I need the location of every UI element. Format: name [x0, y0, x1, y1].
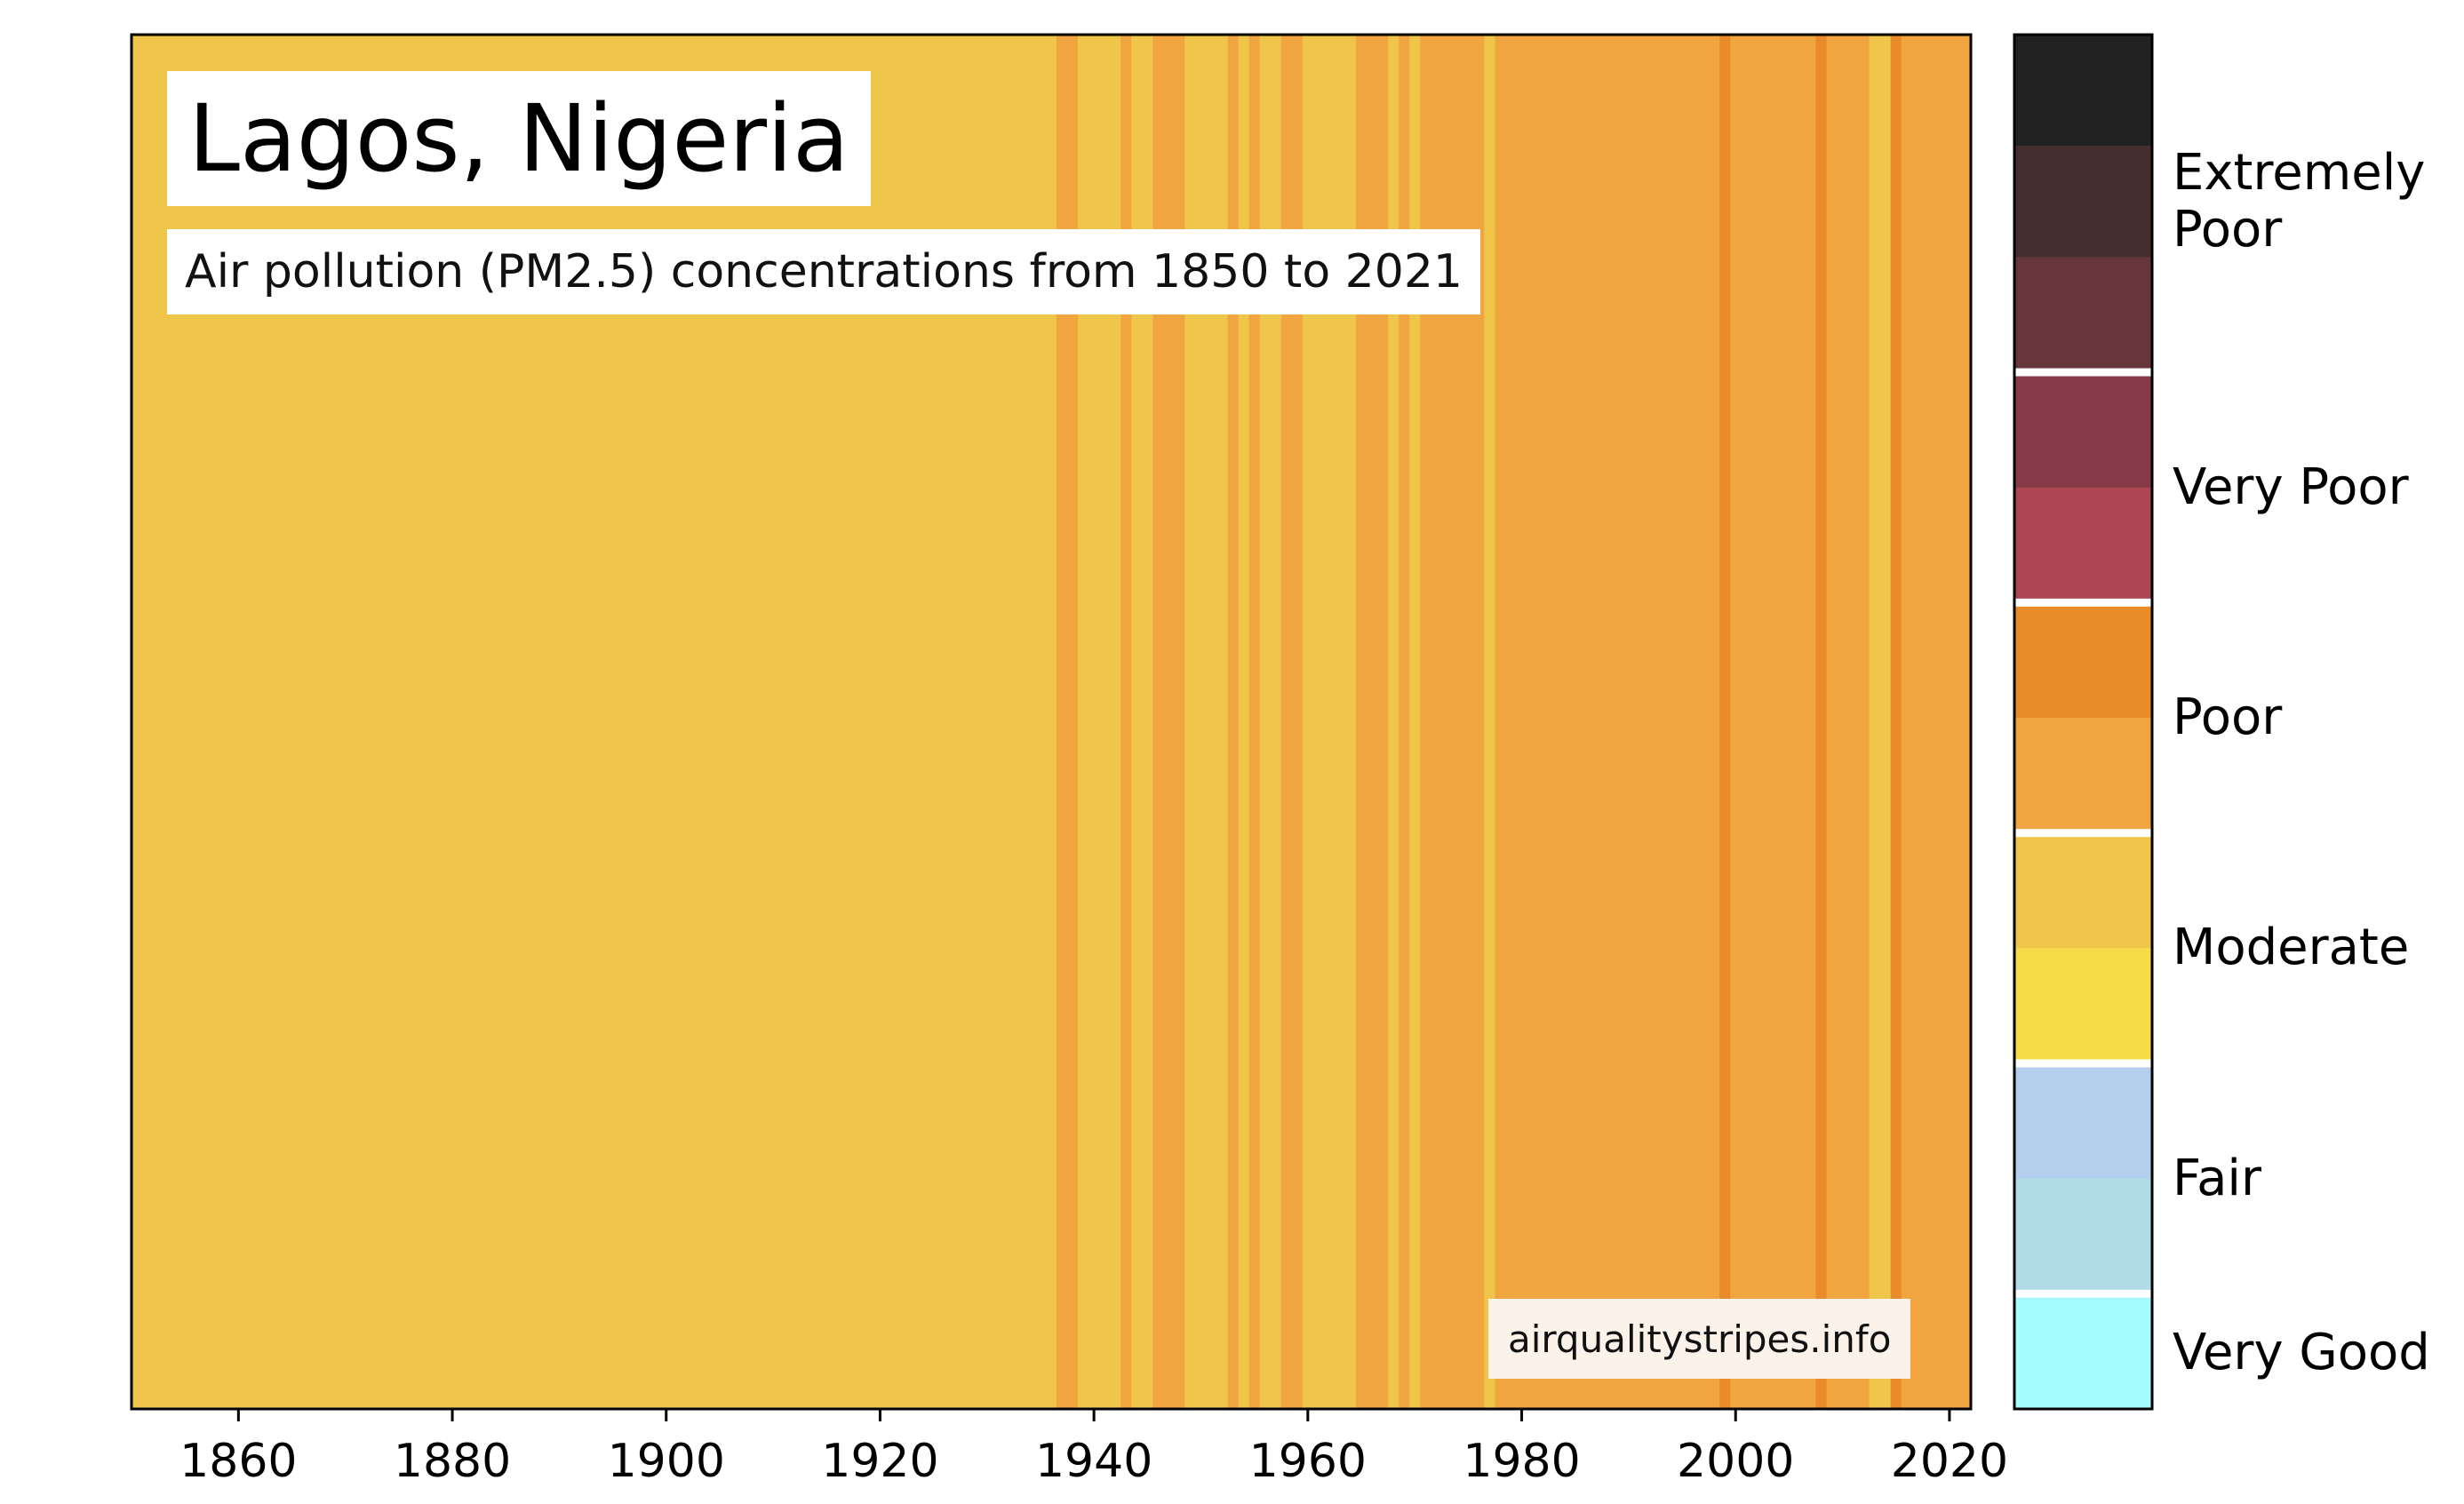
legend-blocks: [2014, 35, 2152, 1410]
stripe-22: [1815, 35, 1828, 1409]
chart-subtitle: Air pollution (PM2.5) concentrations fro…: [167, 229, 1480, 314]
legend-separator-0: [2014, 368, 2152, 377]
stripe-24: [1869, 35, 1892, 1409]
legend-label-2: Poor: [2173, 688, 2283, 746]
stripe-20: [1719, 35, 1731, 1409]
legend-swatch-0-2: [2014, 257, 2152, 369]
legend-swatch-0-1: [2014, 146, 2152, 258]
legend-label-3: Moderate: [2173, 919, 2410, 977]
x-tick-label-1960: 1960: [1248, 1435, 1367, 1488]
legend-swatch-2-1: [2014, 718, 2152, 830]
x-tick-label-2000: 2000: [1677, 1435, 1795, 1488]
stripe-18: [1484, 35, 1496, 1409]
stripe-14: [1388, 35, 1399, 1409]
legend-label-0: Extremely Poor: [2173, 143, 2426, 259]
legend-swatch-4-1: [2014, 1178, 2152, 1291]
legend-frame: [2013, 33, 2154, 1411]
legend-swatch-1-0: [2014, 376, 2152, 489]
x-tick-label-1940: 1940: [1034, 1435, 1153, 1488]
stripe-21: [1730, 35, 1817, 1409]
legend-swatch-3-1: [2014, 948, 2152, 1060]
source-credit: airqualitystripes.info: [1488, 1299, 1911, 1379]
stripe-15: [1399, 35, 1410, 1409]
stripe-3: [1120, 35, 1132, 1409]
x-tick-label-1900: 1900: [607, 1435, 725, 1488]
x-tick-label-1860: 1860: [179, 1435, 298, 1488]
legend-swatch-4-0: [2014, 1067, 2152, 1180]
stripe-23: [1826, 35, 1870, 1409]
legend-label-4: Fair: [2173, 1149, 2261, 1207]
legend-swatch-2-0: [2014, 606, 2152, 719]
stripe-16: [1409, 35, 1421, 1409]
x-tick-label-1980: 1980: [1463, 1435, 1581, 1488]
legend-separator-2: [2014, 829, 2152, 838]
stripe-26: [1901, 35, 1972, 1409]
legend-separator-4: [2014, 1289, 2152, 1298]
legend-swatch-0-0: [2014, 35, 2152, 147]
stripe-8: [1238, 35, 1250, 1409]
x-tick-label-2020: 2020: [1890, 1435, 2009, 1488]
legend-label-5: Very Good: [2173, 1324, 2430, 1382]
stripe-7: [1227, 35, 1240, 1409]
legend-label-1: Very Poor: [2173, 458, 2409, 516]
legend-separator-1: [2014, 598, 2152, 607]
chart-title: Lagos, Nigeria: [167, 71, 871, 206]
stripe-19: [1495, 35, 1720, 1409]
x-tick-label-1920: 1920: [821, 1435, 939, 1488]
x-tick-label-1880: 1880: [393, 1435, 512, 1488]
legend-swatch-5-0: [2014, 1297, 2152, 1410]
x-axis-ticks: [236, 1409, 1951, 1421]
legend-separator-3: [2014, 1059, 2152, 1068]
legend-swatch-3-0: [2014, 837, 2152, 949]
stripe-9: [1248, 35, 1261, 1409]
stripe-25: [1890, 35, 1902, 1409]
plot-frame: [130, 33, 1973, 1411]
legend-swatch-1-1: [2014, 487, 2152, 600]
